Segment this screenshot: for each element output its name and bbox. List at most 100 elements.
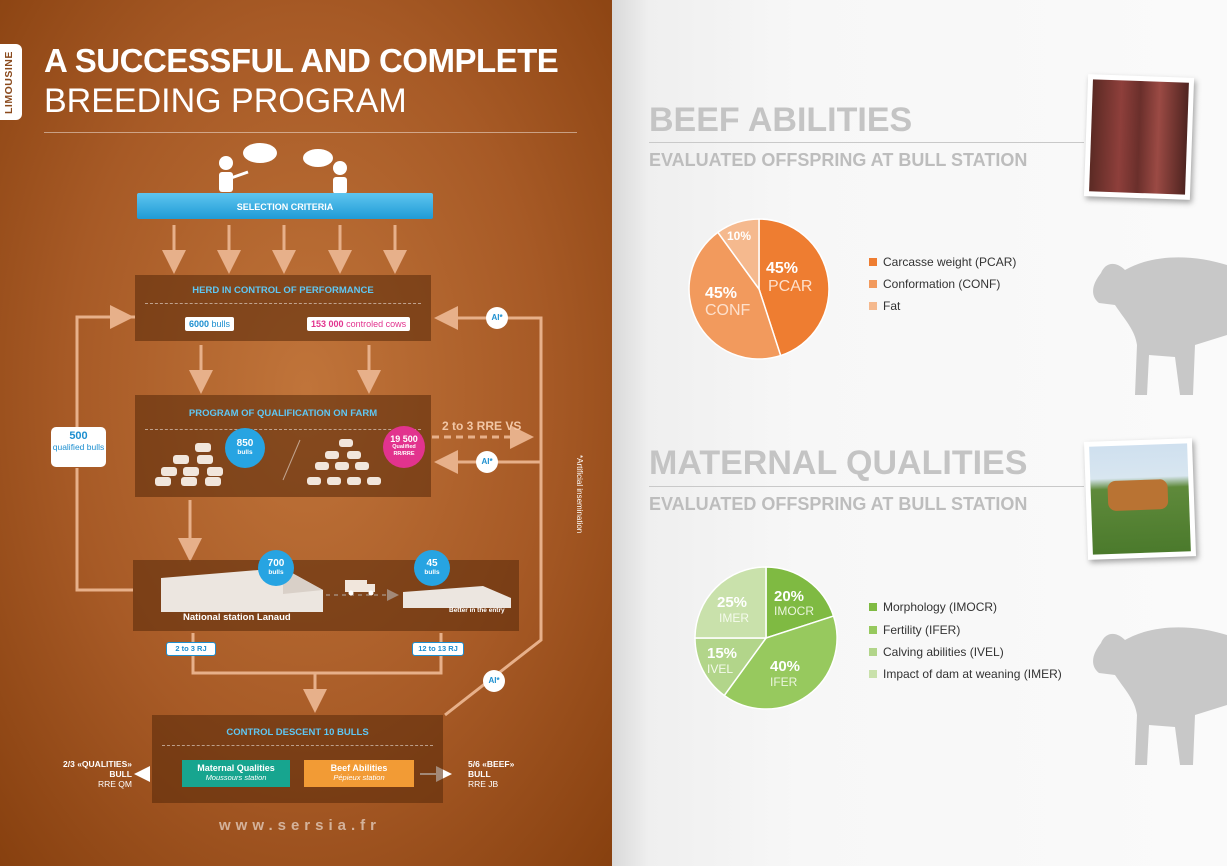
bull-silhouette-top [1093, 257, 1227, 395]
maternal-slice-ifer-abbr: IFER [770, 675, 798, 689]
maternal-legend-ifer: Fertility (IFER) [869, 623, 960, 637]
maternal-legend-swatch [869, 603, 877, 611]
beef-legend-conf-label: Conformation (CONF) [883, 277, 1001, 291]
maternal-pie-chart [694, 566, 838, 710]
national-station-label: National station Lanaud [183, 612, 291, 623]
bulls-45-value: 45 [426, 558, 438, 569]
cow-figure [1107, 479, 1169, 512]
maternal-slice-imer-pct: 25% [717, 594, 748, 611]
herd-box: HERD IN CONTROL OF PERFORMANCE 6000 bull… [135, 275, 431, 341]
maternal-qualities-box: Maternal Qualities Moussours station [182, 760, 290, 787]
bulls-700-value: 700 [267, 558, 285, 569]
bull-silhouette-bottom [1093, 627, 1227, 765]
beef-slice-conf-pct: 45% [705, 285, 738, 302]
rj-left-badge: 2 to 3 RJ [166, 642, 216, 656]
beef-abilities-title: Beef Abilities [330, 763, 388, 773]
bulls-850-value: 850 [236, 438, 254, 449]
maternal-slice-imocr [765, 566, 835, 640]
herd-title: HERD IN CONTROL OF PERFORMANCE [192, 285, 374, 296]
output-qualities: 2/3 «QUALITIES» BULL RRE QM [50, 759, 132, 789]
maternal-divider [649, 486, 1084, 487]
beef-slice-pcar-pct: 45% [766, 260, 799, 277]
maternal-legend-swatch [869, 648, 877, 656]
qualified-500-label: qualified bulls [52, 442, 105, 452]
maternal-legend-ivel-label: Calving abilities (IVEL) [883, 645, 1004, 659]
rre-vs-label: 2 to 3 RRE VS [442, 419, 522, 433]
beef-abilities-station: Pépieux station [333, 773, 385, 782]
page-title-line1: A SUCCESSFUL AND COMPLETE [44, 42, 559, 79]
output-beef-line2: BULL [468, 769, 491, 779]
output-qualities-line2: BULL [109, 769, 132, 779]
beef-abilities-subtitle: EVALUATED OFFSPRING AT BULL STATION [649, 150, 1028, 170]
maternal-legend-imer-label: Impact of dam at weaning (IMER) [883, 667, 1062, 681]
output-beef-line3: RRE JB [468, 779, 499, 789]
maternal-legend-swatch [869, 670, 877, 678]
maternal-slice-imer [694, 566, 767, 639]
maternal-slice-ifer [723, 615, 838, 710]
beef-slice-pcar-abbr: PCAR [768, 278, 813, 295]
cows-label: controled cows [346, 319, 407, 329]
maternal-qualities-title: MATERNAL QUALITIES [649, 444, 1028, 482]
control-title: CONTROL DESCENT 10 BULLS [226, 727, 369, 738]
selection-criteria-bar: SELECTION CRITERIA [137, 193, 433, 219]
program-box: PROGRAM OF QUALIFICATION ON FARM 850 bul… [135, 395, 431, 497]
herd-divider [145, 303, 421, 304]
qualified-500-value: 500 [69, 430, 88, 442]
maternal-slice-ifer-pct: 40% [770, 658, 801, 675]
maternal-legend-ifer-label: Fertility (IFER) [883, 623, 961, 637]
maternal-qualities-title: Maternal Qualities [197, 763, 275, 773]
bulls-6000-value: 6000 [189, 319, 210, 329]
bulls-700-label: bulls [268, 569, 284, 576]
maternal-legend-imer: Impact of dam at weaning (IMER) [869, 667, 1062, 681]
page-title-line2: BREEDING PROGRAM [44, 82, 407, 120]
beef-abilities-box: Beef Abilities Pépieux station [304, 760, 414, 787]
ai-badge-middle: AI* [476, 451, 498, 473]
maternal-legend-imocr: Morphology (IMOCR) [869, 600, 997, 614]
beef-abilities-title: BEEF ABILITIES [649, 101, 913, 139]
bulls-700-circle: 700 bulls [258, 550, 294, 586]
maternal-qualities-station: Moussours station [205, 773, 267, 782]
people-icons [219, 143, 347, 194]
beef-legend-conf: Conformation (CONF) [869, 277, 1000, 291]
cows-herd-graphic [155, 439, 381, 486]
beef-slice-pcar [758, 218, 830, 357]
beef-slice-conf-abbr: CONF [705, 302, 751, 319]
qualified-19500-label: Qualified RR/RRE [392, 444, 416, 457]
beef-divider [649, 142, 1084, 143]
control-box: CONTROL DESCENT 10 BULLS Maternal Qualit… [152, 715, 443, 803]
maternal-legend-imocr-label: Morphology (IMOCR) [883, 600, 998, 614]
bulls-850-circle: 850 bulls [225, 428, 265, 468]
beef-legend-fat: Fat [869, 299, 900, 313]
limousine-tab: LIMOUSINE [0, 44, 22, 120]
maternal-slice-ivel-pct: 15% [707, 645, 738, 662]
ai-badge-bottom: AI* [483, 670, 505, 692]
bulls-6000-label: bulls [211, 319, 231, 329]
website-url: www.sersia.fr [219, 817, 381, 834]
beef-legend-pcar: Carcasse weight (PCAR) [869, 255, 1016, 269]
maternal-qualities-subtitle: EVALUATED OFFSPRING AT BULL STATION [649, 494, 1028, 514]
maternal-slice-ivel-abbr: IVEL [707, 662, 734, 676]
bulls-45-label: bulls [424, 569, 440, 576]
control-divider [162, 745, 433, 746]
qualified-500-box: 500 qualified bulls [51, 427, 106, 467]
beef-legend-swatch [869, 258, 877, 266]
title-divider [44, 132, 577, 133]
station-box: 700 bulls 45 bulls National station Lana… [133, 550, 519, 631]
output-beef-line1: 5/6 «BEEF» [468, 759, 515, 769]
ai-badge-top: AI* [486, 307, 508, 329]
output-qualities-line1: 2/3 «QUALITIES» [63, 759, 132, 769]
artificial-insemination-note: *Artificial insemination [575, 455, 584, 534]
maternal-legend-ivel: Calving abilities (IVEL) [869, 645, 1004, 659]
cows-photo [1083, 438, 1197, 560]
beef-slice-slice2 [716, 218, 760, 292]
better-entry-label: Better in the entry [449, 607, 505, 614]
bulls-850-label: bulls [237, 449, 253, 456]
bulls-45-circle: 45 bulls [414, 550, 450, 586]
qualified-19500-circle: 19 500 Qualified RR/RRE [383, 426, 425, 468]
beef-legend-swatch [869, 280, 877, 288]
beef-legend-swatch [869, 302, 877, 310]
cows-value: 153 000 [311, 319, 344, 329]
program-divider [145, 429, 421, 430]
maternal-slice-imocr-pct: 20% [774, 588, 805, 605]
selection-criteria-label: SELECTION CRITERIA [236, 202, 334, 212]
